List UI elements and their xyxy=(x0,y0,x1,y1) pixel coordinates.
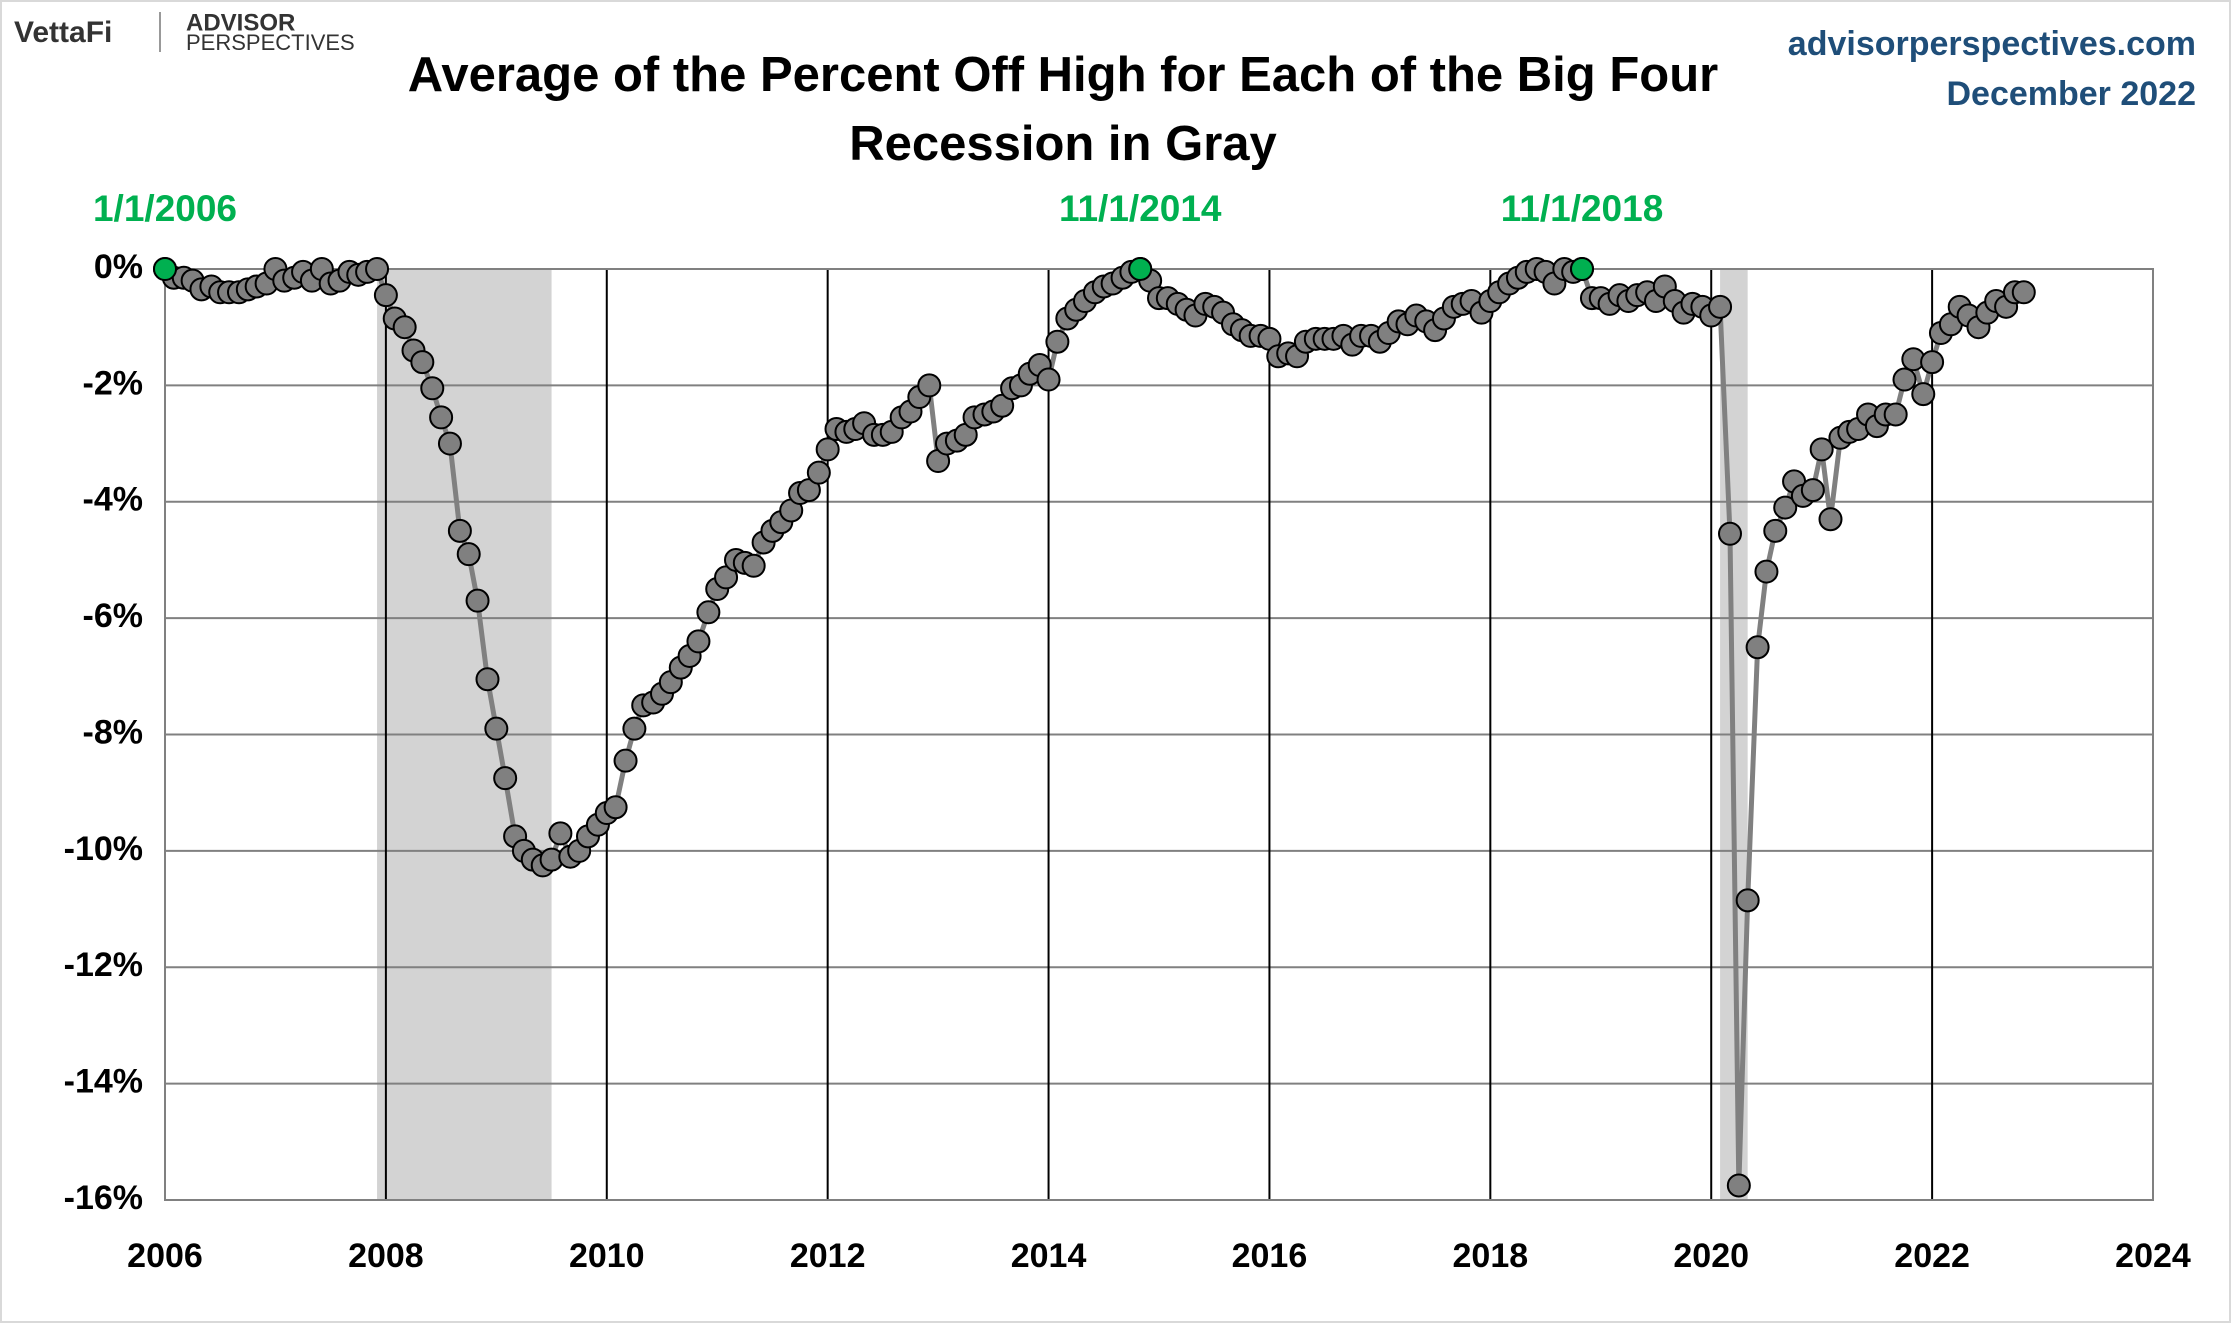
point xyxy=(696,600,721,625)
y-tick-label: -8% xyxy=(83,713,143,751)
y-tick-label: -6% xyxy=(83,597,143,635)
highlight-label: 11/1/2018 xyxy=(1501,188,1664,229)
point xyxy=(1045,329,1070,354)
point xyxy=(1892,367,1917,392)
point xyxy=(1818,507,1843,532)
point xyxy=(1920,350,1945,375)
y-tick-label: -16% xyxy=(64,1179,143,1217)
point xyxy=(420,376,445,401)
point xyxy=(493,766,518,791)
highlight-label: 1/1/2006 xyxy=(93,188,237,229)
point xyxy=(484,716,509,741)
point xyxy=(437,431,462,456)
point xyxy=(1773,495,1798,520)
point xyxy=(815,437,840,462)
point xyxy=(365,257,390,281)
point xyxy=(1726,1173,1751,1198)
point xyxy=(1800,478,1825,503)
x-tick-label: 2018 xyxy=(1453,1237,1529,1275)
highlight-point xyxy=(153,257,177,281)
point xyxy=(1763,518,1788,543)
point xyxy=(1745,635,1770,660)
point xyxy=(548,821,573,846)
chart-title: Average of the Percent Off High for Each… xyxy=(408,48,1718,102)
point xyxy=(917,373,942,398)
logo-top: ADVISOR xyxy=(186,9,295,36)
highlight-label: 11/1/2014 xyxy=(1059,188,1222,229)
x-tick-label: 2008 xyxy=(348,1237,424,1275)
point xyxy=(613,748,638,773)
point xyxy=(603,795,628,820)
point xyxy=(456,542,481,567)
x-tick-label: 2012 xyxy=(790,1237,866,1275)
y-tick-label: -4% xyxy=(83,481,143,519)
point xyxy=(392,315,417,340)
point xyxy=(806,460,831,485)
x-tick-label: 2014 xyxy=(1011,1237,1087,1275)
x-tick-label: 2010 xyxy=(569,1237,645,1275)
site: advisorperspectives.com xyxy=(1788,25,2196,63)
point xyxy=(1754,559,1779,584)
point xyxy=(686,629,711,654)
x-tick-label: 2006 xyxy=(127,1237,203,1275)
x-tick-label: 2016 xyxy=(1232,1237,1308,1275)
point xyxy=(410,350,435,375)
y-tick-label: -2% xyxy=(83,364,143,402)
point xyxy=(1708,294,1733,319)
y-tick-label: -10% xyxy=(64,830,143,868)
point xyxy=(1036,367,1061,392)
point xyxy=(1717,521,1742,546)
point xyxy=(475,667,500,692)
point xyxy=(373,283,398,308)
x-tick-label: 2020 xyxy=(1673,1237,1749,1275)
date: December 2022 xyxy=(1946,75,2196,113)
point xyxy=(1735,888,1760,913)
point xyxy=(1883,402,1908,427)
point xyxy=(429,405,454,430)
point xyxy=(465,588,490,613)
y-tick-label: -14% xyxy=(64,1063,143,1101)
y-tick-label: -12% xyxy=(64,946,143,984)
highlight-point xyxy=(1128,257,1153,281)
point xyxy=(2011,280,2036,305)
logo-bottom: PERSPECTIVES xyxy=(186,30,355,55)
point xyxy=(622,716,647,741)
point xyxy=(741,553,766,578)
y-tick-label: 0% xyxy=(94,248,143,286)
point xyxy=(1911,382,1936,407)
chart-subtitle: Recession in Gray xyxy=(849,117,1277,171)
x-tick-label: 2022 xyxy=(1894,1237,1970,1275)
point xyxy=(1809,437,1834,462)
point xyxy=(447,518,472,543)
highlight-point xyxy=(1570,257,1595,281)
brand: VettaFi xyxy=(14,16,112,49)
plot-border xyxy=(164,268,2154,1201)
x-tick-label: 2024 xyxy=(2115,1237,2191,1275)
